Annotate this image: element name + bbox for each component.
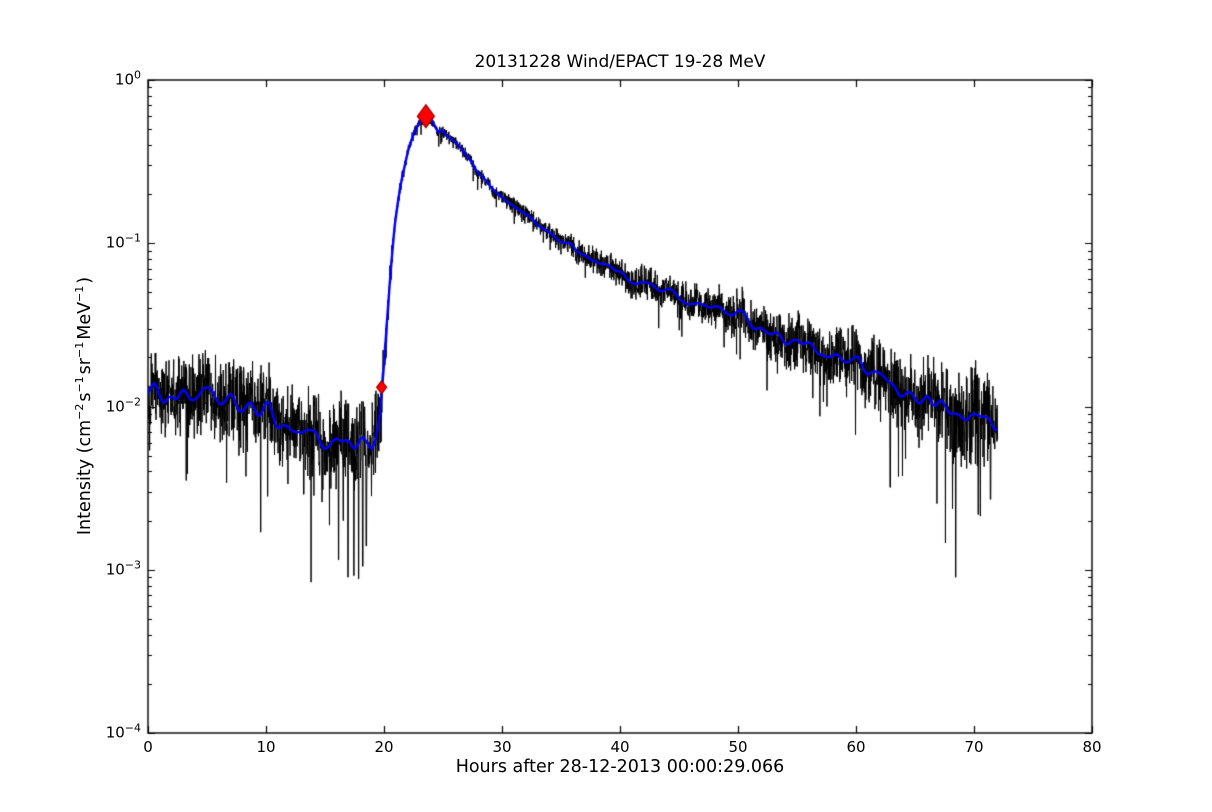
x-tick-label: 10: [256, 738, 276, 756]
y-tick-label: 10−4: [105, 721, 141, 742]
x-tick-label: 60: [846, 738, 866, 756]
y-tick-label: 10−3: [105, 558, 141, 579]
x-tick-label: 50: [728, 738, 748, 756]
x-tick-label: 30: [492, 738, 512, 756]
x-tick-label: 40: [610, 738, 630, 756]
chart-title: 20131228 Wind/EPACT 19-28 MeV: [474, 52, 766, 72]
y-tick-label: 100: [114, 68, 141, 89]
x-tick-label: 20: [374, 738, 394, 756]
x-tick-label: 0: [143, 738, 153, 756]
x-axis-label: Hours after 28-12-2013 00:00:29.066: [455, 757, 785, 777]
x-tick-label: 70: [964, 738, 984, 756]
x-tick-label: 80: [1082, 738, 1102, 756]
y-tick-label: 10−1: [105, 231, 141, 252]
y-tick-label: 10−2: [105, 394, 141, 415]
